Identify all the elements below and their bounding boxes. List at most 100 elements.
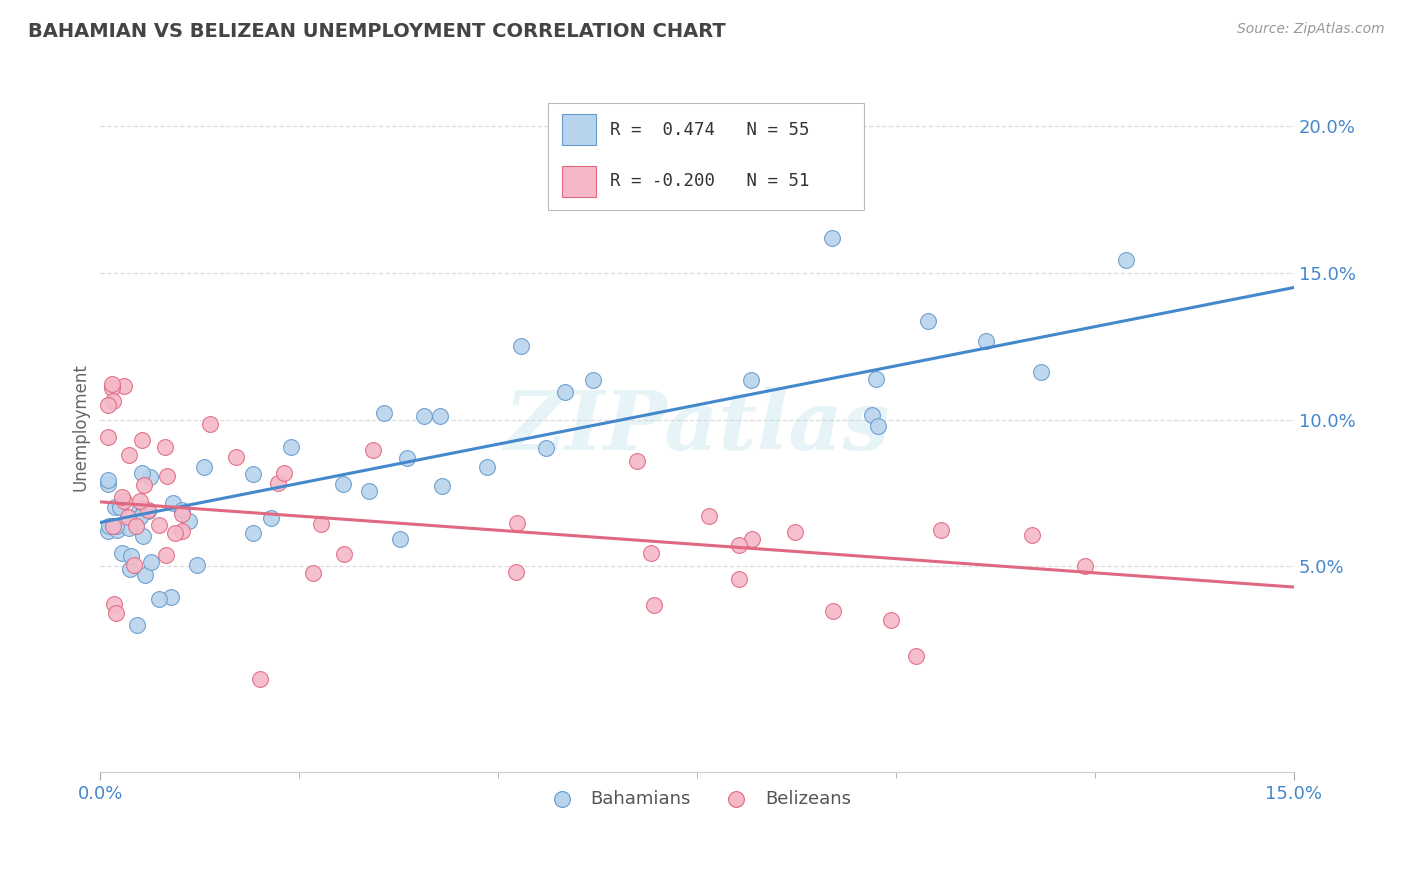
- Point: [1074, 558, 1097, 573]
- Point: [242, 526, 264, 541]
- Point: [1115, 252, 1137, 267]
- Point: [155, 549, 177, 563]
- Bar: [562, 114, 596, 145]
- Point: [534, 441, 557, 455]
- Point: [917, 314, 939, 328]
- Point: [129, 510, 152, 524]
- Point: [225, 450, 247, 464]
- Point: [727, 538, 749, 552]
- Point: [139, 555, 162, 569]
- Point: [125, 618, 148, 632]
- Point: [110, 500, 132, 514]
- Point: [138, 470, 160, 484]
- Point: [242, 467, 264, 482]
- Point: [273, 466, 295, 480]
- Point: [821, 230, 844, 244]
- Point: [395, 451, 418, 466]
- Point: [118, 562, 141, 576]
- Point: [101, 519, 124, 533]
- Point: [97, 398, 120, 412]
- Point: [359, 484, 381, 499]
- Point: [172, 524, 194, 539]
- Point: [111, 546, 134, 560]
- Point: [101, 377, 124, 392]
- Point: [200, 417, 222, 432]
- Point: [172, 502, 194, 516]
- Bar: [562, 166, 596, 197]
- Point: [122, 558, 145, 573]
- Point: [136, 503, 159, 517]
- Point: [97, 430, 120, 444]
- Point: [929, 523, 952, 537]
- Point: [97, 524, 120, 538]
- Point: [177, 514, 200, 528]
- Point: [131, 433, 153, 447]
- Point: [97, 477, 120, 491]
- Point: [112, 378, 135, 392]
- Point: [974, 334, 997, 348]
- Point: [510, 339, 533, 353]
- Point: [332, 477, 354, 491]
- Point: [430, 479, 453, 493]
- Point: [429, 409, 451, 423]
- Point: [1029, 365, 1052, 379]
- Point: [249, 672, 271, 686]
- Point: [118, 448, 141, 462]
- Point: [477, 460, 499, 475]
- Point: [134, 478, 156, 492]
- Point: [117, 509, 139, 524]
- Point: [554, 385, 576, 400]
- Point: [866, 418, 889, 433]
- Legend: Bahamians, Belizeans: Bahamians, Belizeans: [536, 782, 858, 814]
- Point: [823, 603, 845, 617]
- Point: [373, 406, 395, 420]
- Text: R =  0.474   N = 55: R = 0.474 N = 55: [610, 121, 810, 139]
- Point: [740, 373, 762, 387]
- Point: [132, 529, 155, 543]
- Point: [98, 519, 121, 533]
- Point: [172, 507, 194, 521]
- Point: [1021, 528, 1043, 542]
- Text: R = -0.200   N = 51: R = -0.200 N = 51: [610, 172, 810, 190]
- Point: [120, 549, 142, 564]
- Point: [626, 453, 648, 467]
- Point: [186, 558, 208, 572]
- Point: [111, 490, 134, 504]
- Point: [104, 500, 127, 515]
- Point: [118, 521, 141, 535]
- Point: [129, 493, 152, 508]
- Point: [165, 525, 187, 540]
- Point: [643, 598, 665, 612]
- Point: [104, 519, 127, 533]
- Point: [865, 372, 887, 386]
- Point: [159, 590, 181, 604]
- Text: Source: ZipAtlas.com: Source: ZipAtlas.com: [1237, 22, 1385, 37]
- Point: [582, 373, 605, 387]
- Point: [156, 469, 179, 483]
- Y-axis label: Unemployment: Unemployment: [72, 363, 89, 491]
- Point: [267, 476, 290, 491]
- Point: [640, 546, 662, 560]
- Point: [155, 440, 177, 454]
- Point: [697, 509, 720, 524]
- Point: [302, 566, 325, 580]
- Point: [112, 493, 135, 508]
- Point: [162, 496, 184, 510]
- Point: [104, 606, 127, 620]
- Point: [309, 516, 332, 531]
- FancyBboxPatch shape: [548, 103, 865, 210]
- Point: [880, 614, 903, 628]
- Point: [260, 510, 283, 524]
- Point: [412, 409, 434, 423]
- Point: [134, 568, 156, 582]
- Point: [125, 518, 148, 533]
- Point: [193, 459, 215, 474]
- Point: [105, 523, 128, 537]
- Text: ZIPatlas: ZIPatlas: [505, 387, 890, 467]
- Point: [280, 440, 302, 454]
- Point: [741, 532, 763, 546]
- Point: [505, 516, 527, 531]
- Point: [333, 548, 356, 562]
- Point: [103, 393, 125, 408]
- Point: [904, 648, 927, 663]
